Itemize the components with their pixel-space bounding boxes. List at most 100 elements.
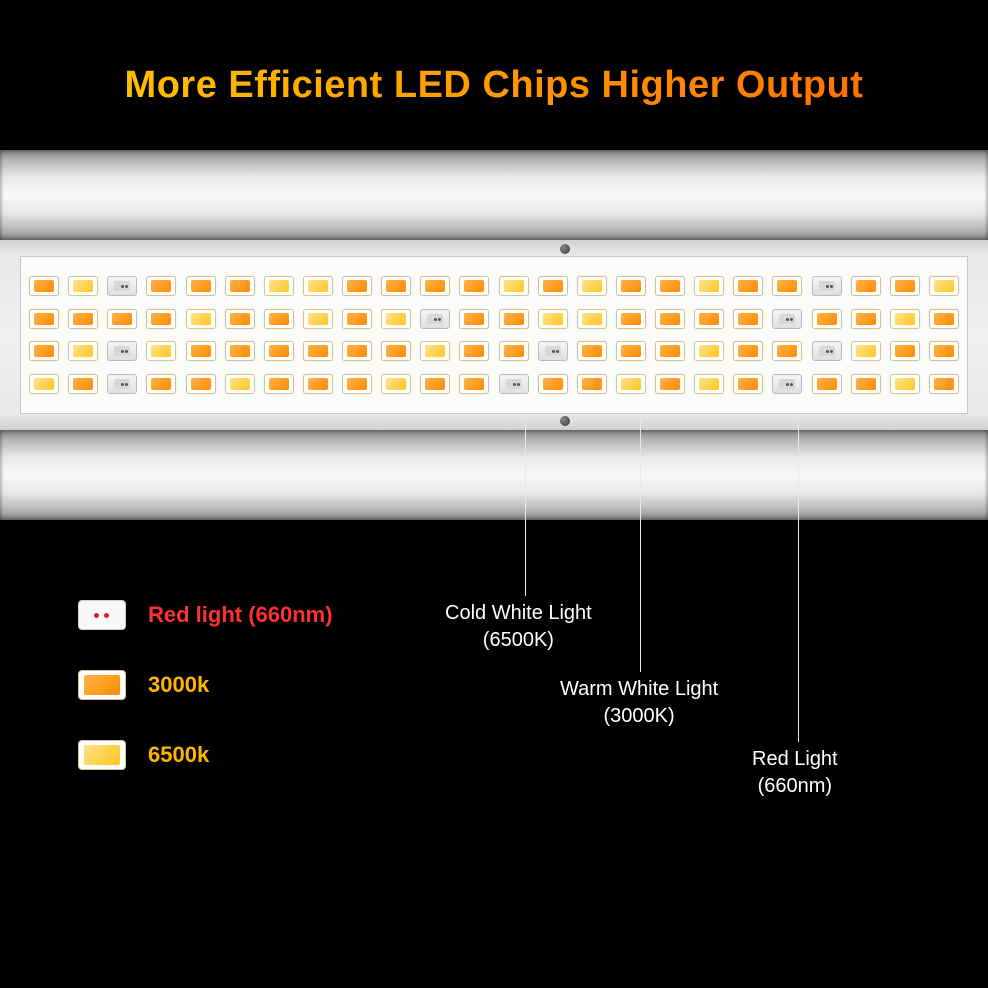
led-chip-6500k — [538, 309, 568, 329]
led-chip-6500k — [381, 309, 411, 329]
led-chip-3000k — [851, 309, 881, 329]
callout-text: (6500K) — [445, 627, 592, 654]
led-chip-3000k — [381, 276, 411, 296]
led-chip-3000k — [890, 276, 920, 296]
led-chip-3000k — [381, 341, 411, 361]
led-chip-3000k — [107, 309, 137, 329]
led-chip-3000k — [499, 341, 529, 361]
legend-label: Red light (660nm) — [148, 602, 333, 628]
led-chip-3000k — [577, 374, 607, 394]
led-chip-3000k — [264, 374, 294, 394]
led-chip-6500k — [616, 374, 646, 394]
fixture-tube-top — [0, 150, 988, 240]
led-chip-3000k — [225, 276, 255, 296]
led-chip-3000k — [655, 374, 685, 394]
led-chip-3000k — [264, 309, 294, 329]
led-chip-red — [812, 276, 842, 296]
led-chip-3000k — [851, 374, 881, 394]
led-chip-3000k — [929, 374, 959, 394]
callout-line — [798, 420, 799, 742]
led-chip-6500k — [694, 341, 724, 361]
led-chip-3000k — [929, 309, 959, 329]
led-chip-3000k — [733, 276, 763, 296]
led-chip-3000k — [29, 341, 59, 361]
led-chip-6500k — [577, 309, 607, 329]
callout-line — [640, 420, 641, 672]
legend-chip-icon — [78, 670, 126, 700]
led-chip-6500k — [890, 309, 920, 329]
led-chip-3000k — [929, 341, 959, 361]
led-chip-3000k — [303, 374, 333, 394]
led-chip-3000k — [459, 374, 489, 394]
led-chip-3000k — [342, 374, 372, 394]
led-chip-6500k — [68, 341, 98, 361]
led-chip-red — [107, 374, 137, 394]
led-row — [29, 341, 959, 361]
led-chip-3000k — [459, 276, 489, 296]
led-chip-3000k — [186, 374, 216, 394]
led-chip-3000k — [342, 341, 372, 361]
led-chip-3000k — [499, 309, 529, 329]
led-chip-red — [107, 276, 137, 296]
legend-label: 3000k — [148, 672, 209, 698]
led-chip-3000k — [538, 374, 568, 394]
led-chip-red — [772, 374, 802, 394]
led-chip-6500k — [851, 341, 881, 361]
led-chip-3000k — [772, 276, 802, 296]
legend-label: 6500k — [148, 742, 209, 768]
led-panel-frame — [0, 240, 988, 430]
led-chip-3000k — [616, 341, 646, 361]
led-chip-6500k — [303, 309, 333, 329]
legend: Red light (660nm) 3000k 6500k — [78, 600, 333, 810]
led-chip-6500k — [694, 374, 724, 394]
led-chip-6500k — [577, 276, 607, 296]
callout-text: Cold White Light — [445, 600, 592, 627]
led-row — [29, 374, 959, 394]
led-chip-6500k — [890, 374, 920, 394]
led-chip-3000k — [420, 374, 450, 394]
led-chip-red — [499, 374, 529, 394]
legend-item: Red light (660nm) — [78, 600, 333, 630]
headline-title: More Efficient LED Chips Higher Output — [0, 0, 988, 107]
led-chip-red — [772, 309, 802, 329]
screw-icon — [560, 244, 570, 254]
callout-label-cold: Cold White Light(6500K) — [445, 600, 592, 654]
led-panel — [20, 256, 968, 414]
led-chip-3000k — [733, 374, 763, 394]
callout-text: Red Light — [752, 746, 838, 773]
led-chip-3000k — [264, 341, 294, 361]
legend-chip-icon — [78, 600, 126, 630]
led-chip-6500k — [929, 276, 959, 296]
led-chip-3000k — [146, 309, 176, 329]
led-chip-3000k — [812, 309, 842, 329]
led-chip-red — [107, 341, 137, 361]
led-row — [29, 276, 959, 296]
led-chip-3000k — [186, 341, 216, 361]
led-chip-3000k — [146, 374, 176, 394]
callout-label-warm: Warm White Light(3000K) — [560, 676, 718, 730]
led-chip-3000k — [772, 341, 802, 361]
led-chip-3000k — [733, 341, 763, 361]
led-chip-3000k — [577, 341, 607, 361]
led-chip-6500k — [499, 276, 529, 296]
led-chip-3000k — [225, 341, 255, 361]
led-chip-3000k — [459, 309, 489, 329]
led-chip-3000k — [616, 276, 646, 296]
led-chip-red — [812, 341, 842, 361]
led-chip-3000k — [29, 276, 59, 296]
screw-icon — [560, 416, 570, 426]
led-chip-6500k — [264, 276, 294, 296]
led-chip-3000k — [655, 309, 685, 329]
led-row — [29, 309, 959, 329]
led-chip-3000k — [29, 309, 59, 329]
led-chip-3000k — [616, 309, 646, 329]
led-chip-6500k — [146, 341, 176, 361]
led-chip-6500k — [225, 374, 255, 394]
led-chip-3000k — [225, 309, 255, 329]
led-chip-3000k — [186, 276, 216, 296]
led-chip-3000k — [655, 341, 685, 361]
led-chip-3000k — [890, 341, 920, 361]
led-chip-3000k — [303, 341, 333, 361]
led-chip-3000k — [733, 309, 763, 329]
fixture-tube-bottom — [0, 430, 988, 520]
